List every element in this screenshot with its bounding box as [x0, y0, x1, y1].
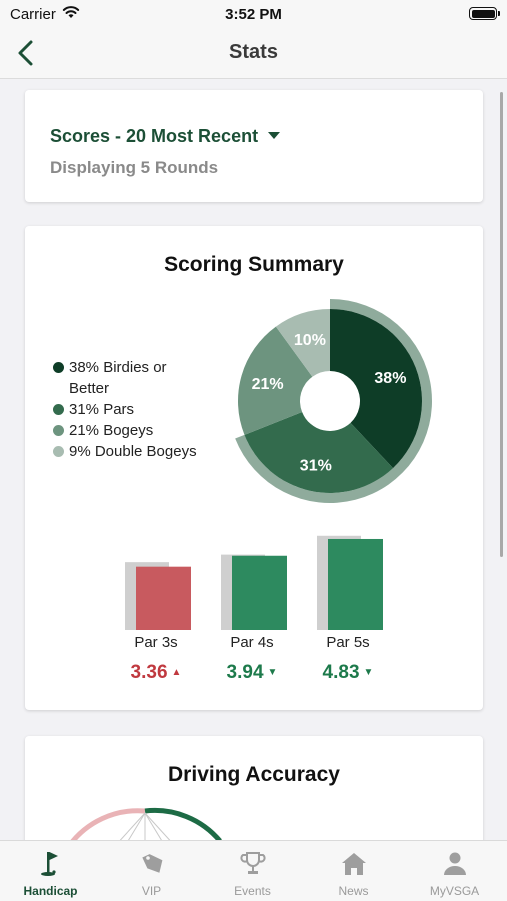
par5-average: 4.83 ▼: [303, 662, 393, 684]
legend-item-bogeys: 21% Bogeys: [53, 420, 197, 441]
person-icon: [444, 852, 466, 875]
donut-slice-label: 38%: [374, 370, 406, 387]
trend-up-icon: ▲: [171, 667, 182, 679]
scroll-indicator[interactable]: [500, 92, 503, 557]
par-average-bar-chart: [125, 535, 383, 630]
par4-average-value: 3.94: [226, 662, 264, 683]
legend-item-pars: 31% Pars: [53, 399, 197, 420]
par5-average-value: 4.83: [322, 662, 360, 683]
scoring-legend: 38% Birdies or Better 31% Pars 21% Bogey…: [53, 357, 197, 462]
caret-down-icon: [268, 131, 281, 139]
page-title: Stats: [229, 41, 278, 63]
tab-label: Events: [234, 884, 271, 898]
trophy-icon: [240, 852, 266, 874]
navigation-bar: Stats: [0, 28, 507, 79]
tab-bar: Handicap VIP Events News MyVSGA: [0, 840, 507, 901]
battery-icon: [469, 7, 500, 20]
legend-label: 38% Birdies or Better: [69, 359, 167, 397]
status-bar: Carrier 3:52 PM: [0, 0, 507, 28]
driving-accuracy-card: Driving Accuracy: [25, 736, 483, 846]
donut-slice-0: [330, 309, 422, 469]
tab-news[interactable]: News: [303, 841, 404, 901]
driving-accuracy-gauge: [66, 807, 222, 846]
par-value-bar: [328, 538, 383, 630]
legend-dot: [53, 404, 64, 415]
scoring-summary-title: Scoring Summary: [164, 253, 344, 276]
legend-dot: [53, 446, 64, 457]
donut-slice-label: 10%: [294, 332, 326, 349]
rounds-count-label: Displaying 5 Rounds: [50, 158, 219, 177]
legend-item-double-bogeys: 9% Double Bogeys: [53, 441, 197, 462]
donut-slice-3: [275, 309, 330, 377]
donut-slice-1: [244, 412, 393, 493]
donut-slice-2: [237, 326, 313, 435]
clock: 3:52 PM: [225, 6, 282, 23]
tab-myvsga[interactable]: MyVSGA: [404, 841, 505, 901]
tab-label: MyVSGA: [429, 884, 480, 898]
legend-dot: [53, 425, 64, 436]
legend-label: 21% Bogeys: [69, 422, 154, 439]
par4-average: 3.94 ▼: [207, 662, 297, 684]
legend-item-birdies: 38% Birdies or Better: [53, 357, 189, 399]
tab-events[interactable]: Events: [202, 841, 303, 901]
tab-label: VIP: [141, 884, 162, 898]
legend-dot: [53, 362, 64, 373]
par3-average-value: 3.36: [130, 662, 168, 683]
par5-label: Par 5s: [326, 634, 370, 651]
tab-handicap[interactable]: Handicap: [0, 841, 101, 901]
home-icon: [342, 853, 366, 875]
back-chevron-icon[interactable]: [12, 38, 42, 68]
par3-average: 3.36 ▲: [111, 662, 201, 684]
scoring-summary-card: Scoring Summary 38% Birdies or Better 31…: [25, 226, 483, 710]
par3-label: Par 3s: [134, 634, 178, 651]
par-value-bar: [136, 566, 191, 630]
legend-label: 9% Double Bogeys: [69, 443, 197, 460]
tab-label: News: [338, 884, 369, 898]
trend-down-icon: ▼: [267, 667, 278, 679]
trend-down-icon: ▼: [363, 667, 374, 679]
flag-icon: [41, 852, 58, 876]
driving-accuracy-title: Driving Accuracy: [168, 763, 340, 786]
donut-slice-label: 21%: [252, 376, 284, 393]
tab-vip[interactable]: VIP: [101, 841, 202, 901]
tab-label: Handicap: [23, 884, 78, 898]
score-filter-dropdown[interactable]: Scores - 20 Most Recent: [50, 126, 281, 147]
scoring-donut-chart: 38% 31% 21% 10%: [235, 299, 432, 503]
score-filter-card: Scores - 20 Most Recent Displaying 5 Rou…: [25, 90, 483, 202]
score-filter-label: Scores - 20 Most Recent: [50, 126, 259, 146]
donut-slice-label: 31%: [300, 457, 332, 474]
par4-label: Par 4s: [230, 634, 274, 651]
par-value-bar: [232, 555, 287, 630]
tag-icon: [142, 854, 163, 873]
wifi-icon: [62, 6, 80, 18]
legend-label: 31% Pars: [69, 401, 135, 418]
carrier-label: Carrier: [10, 6, 56, 23]
